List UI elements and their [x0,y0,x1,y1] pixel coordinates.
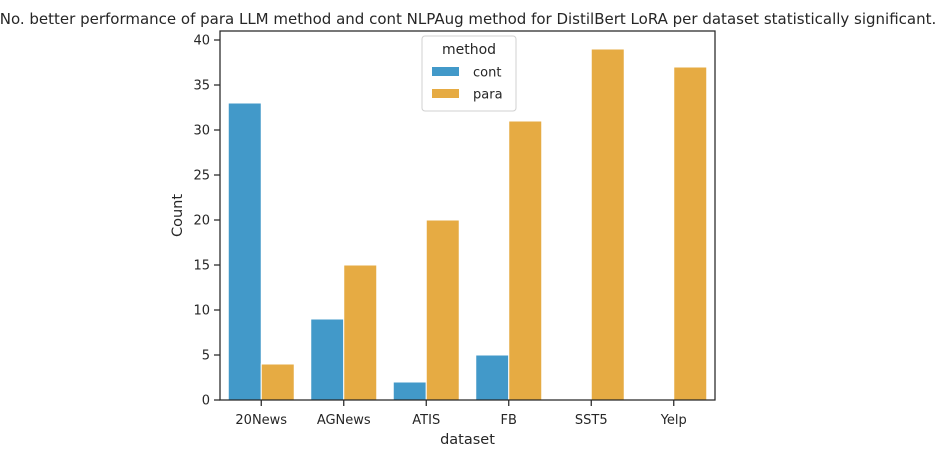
bar-cont-AGNews [310,318,345,401]
bar-cont-FB [475,354,510,401]
y-tick-label-35: 35 [193,79,210,94]
legend-title: method [442,42,496,58]
bars-group [227,48,708,401]
chart-title: No. better performance of para LLM metho… [0,10,936,28]
bar-para-20News [260,363,295,401]
bar-para-AGNews [343,264,378,401]
bar-para-ATIS [425,219,460,401]
x-tick-label-AGNews: AGNews [317,413,371,428]
legend-label-para: para [473,88,503,103]
x-tick-label-FB: FB [501,413,517,428]
x-axis: 20News AGNews ATIS FB SST5 Yelp [235,400,687,428]
x-tick-label-Yelp: Yelp [660,413,687,428]
y-tick-label-5: 5 [202,349,210,364]
x-tick-label-SST5: SST5 [575,413,608,428]
y-axis: 0 5 10 15 20 25 30 35 40 [193,34,220,409]
x-axis-label: dataset [440,432,495,448]
y-tick-label-0: 0 [202,394,210,409]
bar-cont-ATIS [392,381,427,401]
bar-para-SST5 [590,48,625,401]
bar-cont-20News [227,102,262,401]
x-tick-label-ATIS: ATIS [412,413,440,428]
x-tick-label-20News: 20News [235,413,287,428]
bar-para-Yelp [673,66,708,401]
y-tick-label-25: 25 [193,169,210,184]
y-tick-label-20: 20 [193,214,210,229]
y-axis-label: Count [170,194,186,237]
y-tick-label-15: 15 [193,259,210,274]
legend-swatch-para [432,89,459,98]
plot-frame [219,30,716,401]
legend-swatch-cont [432,67,459,76]
y-tick-label-30: 30 [193,124,210,139]
bar-para-FB [508,120,543,401]
legend: method cont para [421,35,517,112]
y-tick-label-10: 10 [193,304,210,319]
legend-label-cont: cont [473,66,501,81]
y-tick-label-40: 40 [193,34,210,49]
